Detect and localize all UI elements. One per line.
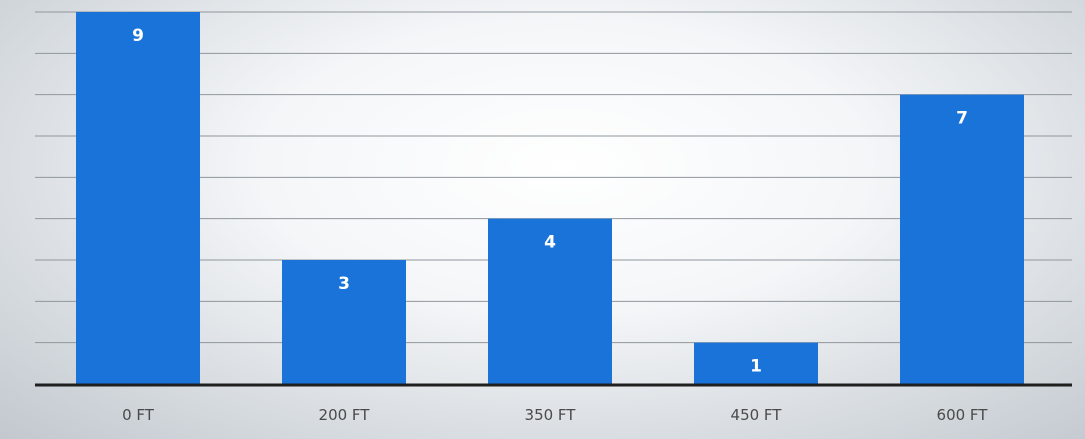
- data-label: 1: [750, 357, 762, 377]
- bar-450-ft: [694, 342, 818, 384]
- data-labels: 9 3 4 1 7: [132, 26, 968, 377]
- x-axis: 0 FT 200 FT 350 FT 450 FT 600 FT: [35, 383, 1072, 424]
- bar-600-ft: [900, 94, 1024, 385]
- bar-350-ft: [488, 218, 612, 384]
- x-tick-label: 600 FT: [937, 406, 989, 424]
- x-tick-label: 200 FT: [319, 406, 371, 424]
- data-label: 7: [956, 109, 968, 129]
- x-tick-label: 0 FT: [122, 406, 155, 424]
- bars: [76, 12, 1024, 385]
- data-label: 3: [338, 274, 350, 294]
- data-label: 9: [132, 26, 144, 46]
- data-label: 4: [544, 233, 556, 253]
- bar-0-ft: [76, 12, 200, 384]
- x-tick-label: 450 FT: [731, 406, 783, 424]
- gridlines: [35, 11, 1072, 344]
- x-tick-label: 350 FT: [525, 406, 577, 424]
- bar-200-ft: [282, 260, 406, 384]
